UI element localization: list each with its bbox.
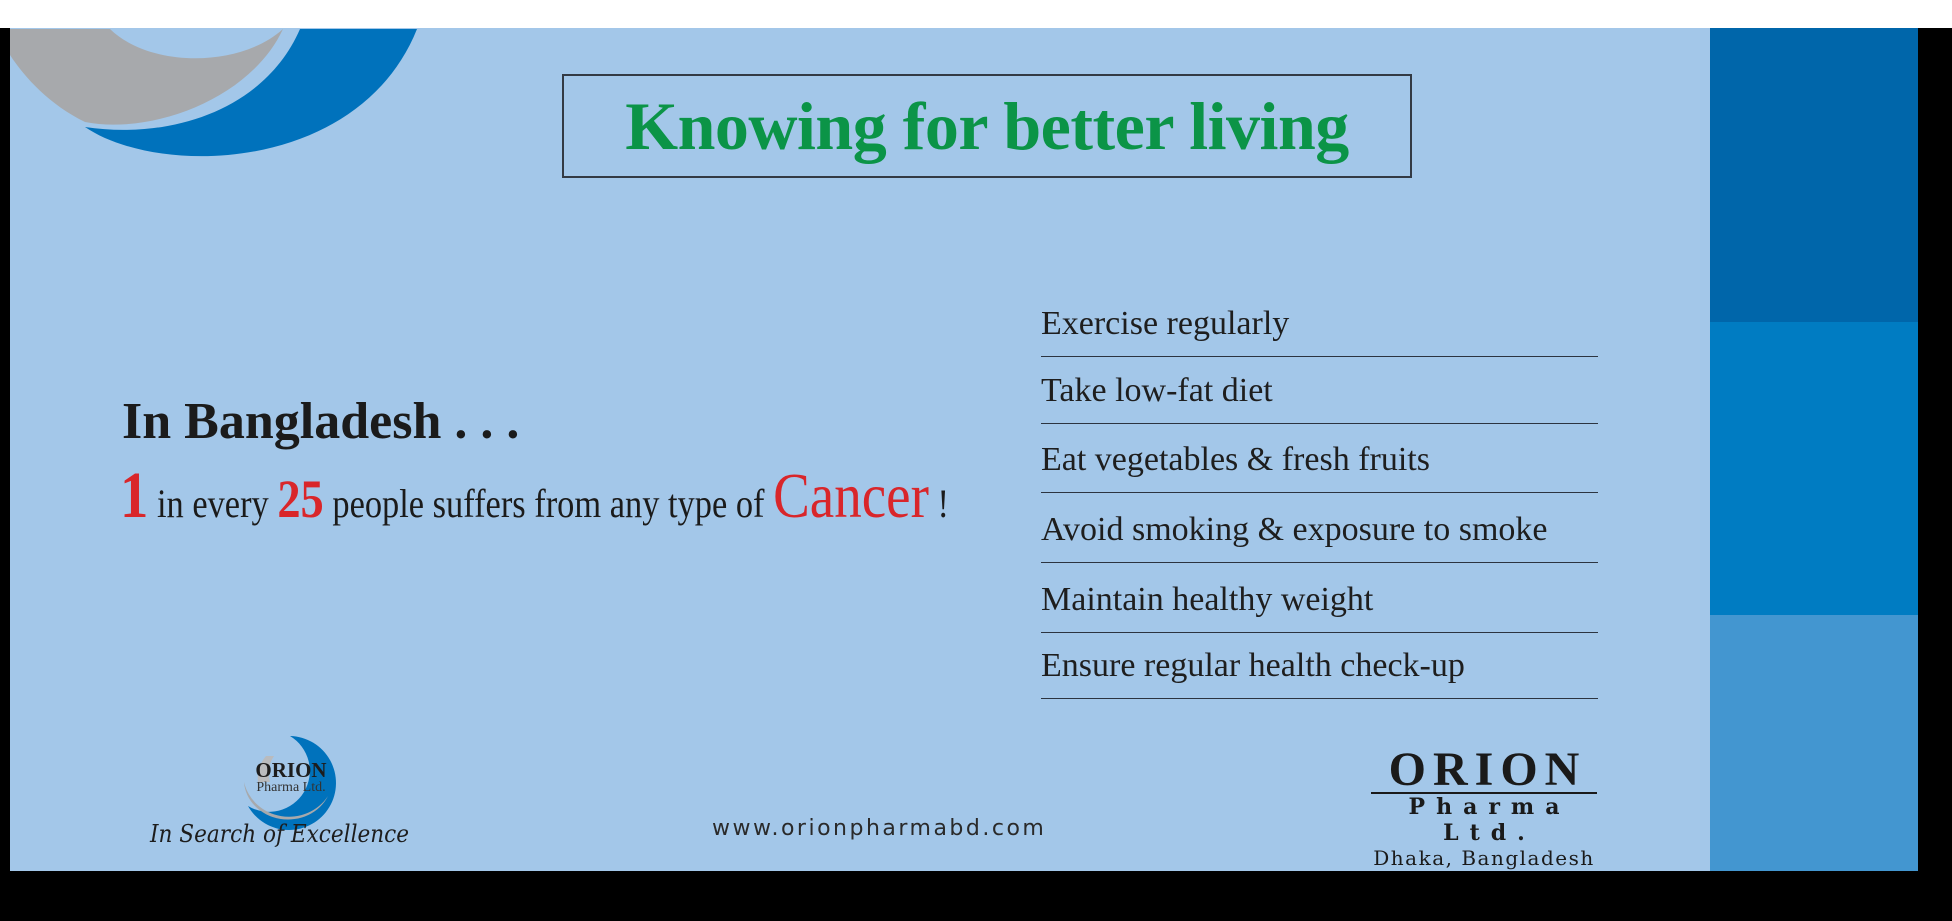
orion-wordmark: ORION Pharma Ltd. Dhaka, Bangladesh bbox=[1371, 746, 1597, 870]
panel-band-dark bbox=[1710, 28, 1918, 322]
top-white-band bbox=[0, 0, 1952, 28]
stat-number-25: 25 bbox=[277, 469, 324, 529]
tip-item: Exercise regularly bbox=[1041, 290, 1598, 357]
stat-end: ! bbox=[928, 481, 949, 526]
cancer-statistic: 1 in every 25 people suffers from any ty… bbox=[120, 458, 949, 534]
tip-item: Eat vegetables & fresh fruits bbox=[1041, 424, 1598, 493]
wordmark-sub: Pharma Ltd. bbox=[1408, 794, 1571, 846]
stat-text-1: in every bbox=[148, 481, 278, 526]
headline: In Bangladesh . . . bbox=[122, 393, 520, 450]
stat-text-2: people suffers from any type of bbox=[323, 481, 774, 526]
tip-item: Ensure regular health check-up bbox=[1041, 633, 1598, 699]
tip-item: Maintain healthy weight bbox=[1041, 563, 1598, 633]
tips-list: Exercise regularly Take low-fat diet Eat… bbox=[1041, 290, 1598, 699]
orion-logo-text: ORION Pharma Ltd. bbox=[226, 758, 356, 796]
wordmark-name: ORION bbox=[1371, 746, 1597, 794]
tip-item: Avoid smoking & exposure to smoke bbox=[1041, 493, 1598, 563]
title: Knowing for better living bbox=[625, 87, 1349, 164]
title-box: Knowing for better living bbox=[562, 74, 1412, 178]
right-color-panel bbox=[1710, 28, 1918, 871]
banner-background bbox=[10, 28, 1918, 871]
panel-band-light bbox=[1710, 615, 1918, 871]
panel-band-mid bbox=[1710, 322, 1918, 615]
website-link[interactable]: www.orionpharmabd.com bbox=[712, 816, 1047, 841]
blue-arc bbox=[85, 29, 417, 157]
tagline: In Search of Excellence bbox=[150, 820, 410, 848]
tip-item: Take low-fat diet bbox=[1041, 357, 1598, 424]
orion-circle-logo-icon bbox=[244, 736, 336, 830]
logo-sub: Pharma Ltd. bbox=[256, 780, 326, 795]
decorative-arcs bbox=[10, 29, 417, 157]
gray-arc bbox=[10, 29, 283, 125]
wordmark-location: Dhaka, Bangladesh bbox=[1373, 846, 1595, 870]
stat-emphasis: Cancer bbox=[773, 460, 929, 531]
logo-name: ORION bbox=[255, 758, 327, 782]
stat-number-1: 1 bbox=[120, 459, 149, 532]
